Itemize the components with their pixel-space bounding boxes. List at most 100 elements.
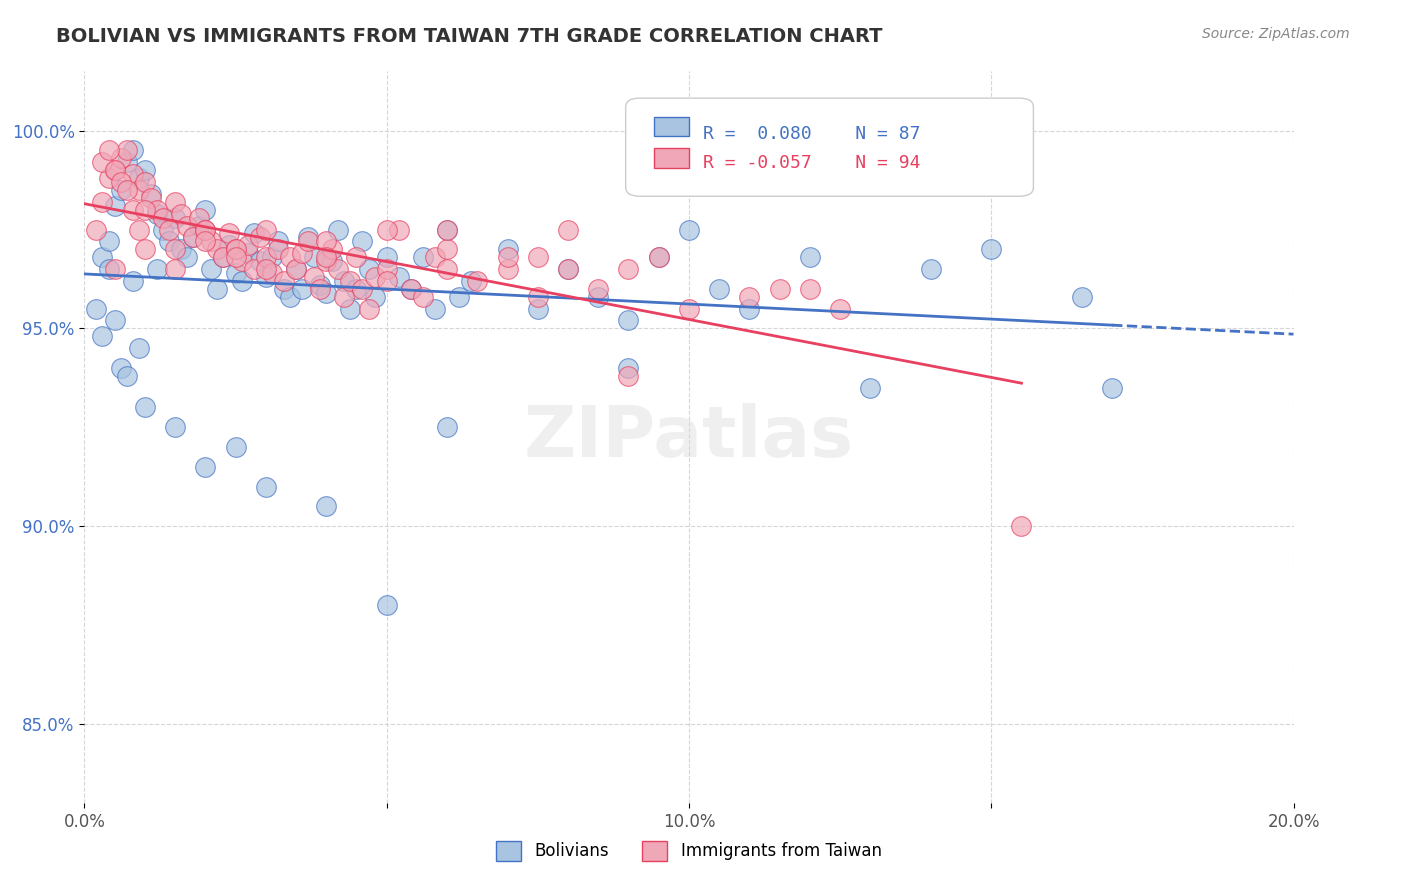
Point	[346, 250, 368, 264]
Point	[200, 235, 222, 249]
Point	[115, 183, 138, 197]
Point	[194, 235, 217, 249]
Text: ZIPatlas: ZIPatlas	[524, 402, 853, 472]
Point	[278, 250, 301, 264]
Point	[128, 171, 150, 186]
Point	[254, 262, 277, 277]
Point	[302, 269, 325, 284]
Point	[231, 254, 253, 268]
Point	[302, 250, 325, 264]
Text: Source: ZipAtlas.com: Source: ZipAtlas.com	[1202, 27, 1350, 41]
Point	[121, 274, 143, 288]
Point	[1101, 381, 1123, 395]
Point	[260, 266, 283, 280]
Point	[128, 222, 150, 236]
Point	[104, 163, 127, 178]
Point	[375, 598, 398, 612]
Point	[194, 202, 217, 217]
Point	[412, 250, 434, 264]
Point	[920, 262, 942, 277]
Point	[339, 301, 361, 316]
Point	[91, 250, 114, 264]
Point	[188, 219, 211, 233]
Point	[436, 222, 458, 236]
Point	[388, 269, 411, 284]
Point	[333, 274, 356, 288]
Point	[291, 246, 314, 260]
Point	[218, 238, 240, 252]
Point	[460, 274, 482, 288]
Point	[527, 301, 550, 316]
Point	[249, 254, 271, 268]
Point	[242, 227, 264, 241]
Point	[128, 341, 150, 355]
Point	[152, 222, 174, 236]
Point	[225, 242, 247, 256]
Point	[134, 401, 156, 415]
Point	[200, 262, 222, 277]
Point	[678, 222, 700, 236]
Point	[91, 329, 114, 343]
Point	[231, 274, 253, 288]
Point	[412, 290, 434, 304]
Point	[157, 222, 180, 236]
Text: BOLIVIAN VS IMMIGRANTS FROM TAIWAN 7TH GRADE CORRELATION CHART: BOLIVIAN VS IMMIGRANTS FROM TAIWAN 7TH G…	[56, 27, 883, 45]
Point	[207, 242, 229, 256]
Point	[104, 199, 127, 213]
Point	[128, 183, 150, 197]
Point	[146, 207, 169, 221]
Point	[496, 242, 519, 256]
Point	[588, 282, 610, 296]
Point	[176, 219, 198, 233]
Point	[557, 262, 579, 277]
Point	[423, 301, 446, 316]
Point	[399, 282, 422, 296]
Point	[97, 262, 120, 277]
Point	[375, 262, 398, 277]
Point	[388, 222, 411, 236]
Point	[104, 313, 127, 327]
Point	[121, 144, 143, 158]
Point	[527, 290, 550, 304]
Point	[799, 250, 821, 264]
Point	[339, 274, 361, 288]
Point	[352, 235, 374, 249]
Point	[242, 262, 264, 277]
Point	[617, 313, 640, 327]
Point	[648, 250, 671, 264]
Point	[134, 163, 156, 178]
Point	[527, 250, 550, 264]
Point	[617, 360, 640, 375]
Point	[297, 230, 319, 244]
Point	[254, 250, 277, 264]
Point	[176, 250, 198, 264]
Point	[617, 262, 640, 277]
Point	[321, 254, 343, 268]
Point	[363, 269, 385, 284]
Point	[273, 274, 295, 288]
Point	[121, 202, 143, 217]
Point	[165, 194, 187, 209]
Point	[194, 222, 217, 236]
Point	[236, 246, 259, 260]
Point	[254, 222, 277, 236]
Point	[273, 282, 295, 296]
Point	[799, 282, 821, 296]
Point	[315, 254, 337, 268]
Point	[859, 381, 882, 395]
Point	[328, 222, 350, 236]
Point	[588, 290, 610, 304]
Point	[309, 282, 332, 296]
Point	[315, 500, 337, 514]
Point	[260, 250, 283, 264]
Point	[363, 290, 385, 304]
Point	[110, 152, 132, 166]
Point	[110, 175, 132, 189]
Point	[352, 282, 374, 296]
Point	[225, 440, 247, 454]
Point	[157, 235, 180, 249]
Point	[97, 171, 120, 186]
Point	[328, 262, 350, 277]
Point	[467, 274, 489, 288]
Point	[115, 144, 138, 158]
